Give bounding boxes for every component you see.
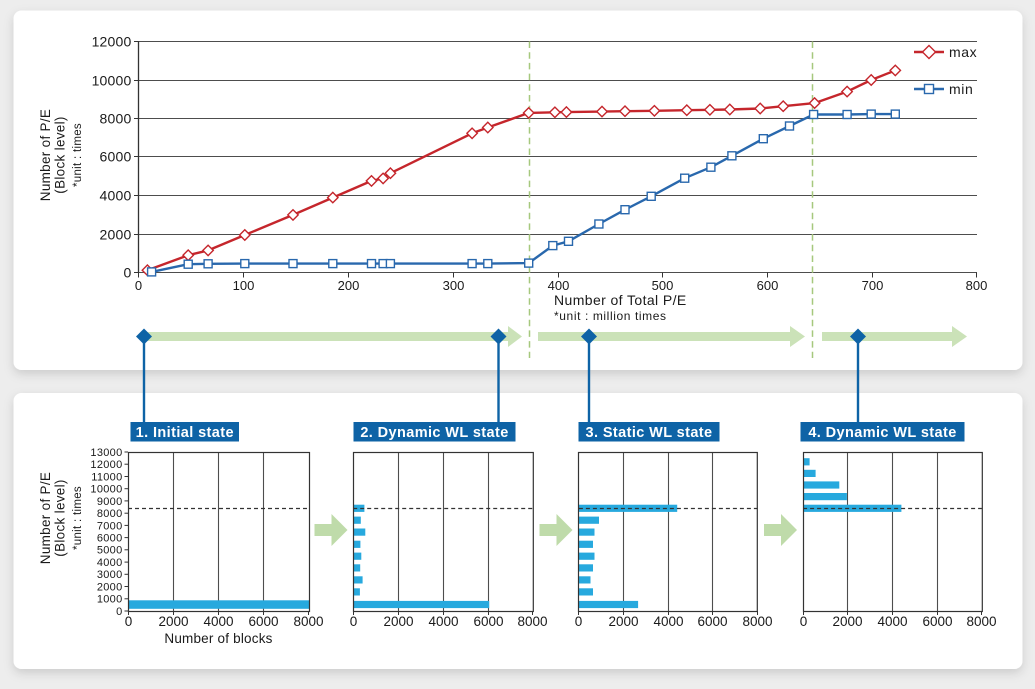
svg-text:1000: 1000 [97,594,123,606]
svg-text:6000: 6000 [100,148,132,164]
svg-text:0: 0 [800,614,808,629]
svg-text:6000: 6000 [697,614,727,629]
svg-text:max: max [949,44,977,60]
svg-text:4000: 4000 [100,187,132,203]
svg-text:6000: 6000 [922,614,952,629]
svg-text:600: 600 [757,278,779,293]
svg-text:(Block level): (Block level) [53,479,68,556]
svg-text:4000: 4000 [877,614,907,629]
svg-text:6000: 6000 [97,533,123,545]
svg-text:Number of P/E: Number of P/E [38,472,53,564]
svg-text:4000: 4000 [653,614,683,629]
svg-text:2. Dynamic WL state: 2. Dynamic WL state [360,425,508,441]
svg-text:2000: 2000 [383,614,413,629]
svg-text:Number of Total P/E: Number of Total P/E [554,292,687,308]
svg-text:12000: 12000 [92,33,132,49]
svg-text:100: 100 [233,278,255,293]
svg-text:11000: 11000 [91,471,122,483]
svg-text:(Block level): (Block level) [53,116,68,193]
svg-text:800: 800 [966,278,988,293]
svg-text:4000: 4000 [428,614,458,629]
svg-text:13000: 13000 [90,447,122,459]
svg-text:8000: 8000 [742,614,772,629]
svg-text:3000: 3000 [97,569,123,581]
svg-text:2000: 2000 [97,581,123,593]
svg-text:2000: 2000 [832,614,862,629]
svg-text:2000: 2000 [608,614,638,629]
svg-text:1. Initial state: 1. Initial state [136,425,234,441]
svg-text:Number of P/E: Number of P/E [38,109,53,201]
svg-text:8000: 8000 [97,508,123,520]
svg-text:300: 300 [443,278,465,293]
svg-text:0: 0 [124,264,132,280]
svg-text:400: 400 [548,278,570,293]
svg-text:4. Dynamic WL state: 4. Dynamic WL state [808,425,956,441]
svg-text:500: 500 [652,278,674,293]
svg-text:3. Static WL state: 3. Static WL state [586,425,713,441]
svg-text:6000: 6000 [248,614,278,629]
svg-text:200: 200 [338,278,360,293]
svg-text:9000: 9000 [97,496,123,508]
svg-text:6000: 6000 [473,614,503,629]
svg-text:7000: 7000 [97,520,123,532]
svg-text:Number of blocks: Number of blocks [164,631,272,646]
svg-text:10000: 10000 [90,484,122,496]
svg-text:4000: 4000 [97,557,123,569]
svg-text:700: 700 [862,278,884,293]
svg-text:*unit : times: *unit : times [72,486,84,550]
svg-text:2000: 2000 [158,614,188,629]
svg-text:0: 0 [350,614,358,629]
svg-text:0: 0 [575,614,583,629]
svg-text:*unit : million times: *unit : million times [554,309,667,323]
svg-text:0: 0 [116,606,122,618]
svg-text:4000: 4000 [203,614,233,629]
svg-text:8000: 8000 [293,614,323,629]
svg-text:8000: 8000 [966,614,996,629]
svg-text:8000: 8000 [517,614,547,629]
svg-text:2000: 2000 [100,226,132,242]
svg-text:8000: 8000 [100,110,132,126]
svg-text:0: 0 [135,278,142,293]
svg-text:5000: 5000 [97,545,123,557]
svg-text:12000: 12000 [90,459,122,471]
svg-text:0: 0 [125,614,133,629]
svg-text:*unit : times: *unit : times [72,123,84,187]
svg-text:min: min [949,81,973,97]
svg-text:10000: 10000 [92,72,132,88]
